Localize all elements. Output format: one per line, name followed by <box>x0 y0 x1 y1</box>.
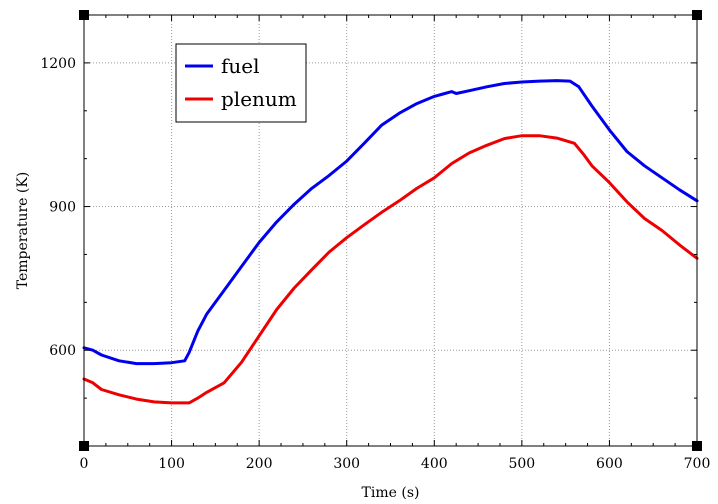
y-tick-label: 1200 <box>40 56 76 72</box>
legend: fuel plenum <box>175 43 307 123</box>
y-tick-label: 600 <box>49 343 76 359</box>
x-axis-label: Time (s) <box>362 485 420 501</box>
legend-label-fuel: fuel <box>221 54 260 78</box>
legend-label-plenum: plenum <box>221 87 297 111</box>
x-tick-label: 600 <box>596 456 623 472</box>
x-tick-label: 700 <box>684 456 711 472</box>
series-line-plenum <box>82 134 699 405</box>
corner-marker <box>692 441 702 451</box>
corner-marker <box>692 10 702 20</box>
legend-box <box>175 43 307 123</box>
corner-markers <box>79 10 702 451</box>
y-tick-label: 900 <box>49 200 76 216</box>
y-axis-label: Temperature (K) <box>15 172 31 290</box>
corner-marker <box>79 441 89 451</box>
x-tick-label: 500 <box>508 456 535 472</box>
axis-ticks: 0 100 200 300 400 500 600 700 600 900 1200 <box>40 15 710 472</box>
series-group <box>82 79 699 405</box>
corner-marker <box>79 10 89 20</box>
x-tick-label: 300 <box>333 456 360 472</box>
x-tick-label: 200 <box>246 456 273 472</box>
series-line-fuel <box>82 79 699 366</box>
x-tick-label: 100 <box>158 456 185 472</box>
x-tick-label: 0 <box>80 456 89 472</box>
x-tick-label: 400 <box>421 456 448 472</box>
